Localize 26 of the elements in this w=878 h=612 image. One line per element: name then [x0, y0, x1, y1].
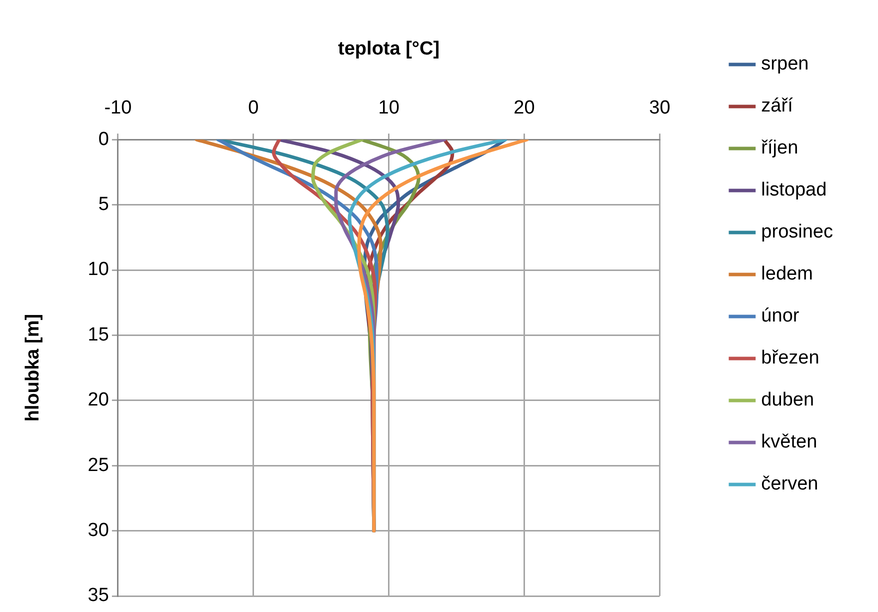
y-tick-label: 25: [88, 454, 109, 476]
y-tick-label: 0: [98, 128, 109, 150]
x-tick-label: 0: [248, 97, 259, 118]
legend-label: srpen: [761, 54, 809, 75]
legend-label: říjen: [761, 138, 798, 159]
y-tick-label: 10: [88, 259, 109, 280]
y-tick-label: 5: [98, 194, 109, 216]
legend-label: březen: [761, 348, 820, 369]
y-tick-label: 35: [88, 585, 109, 606]
legend-label: ledem: [761, 264, 813, 285]
legend-label: prosinec: [761, 222, 834, 243]
x-tick-label: 10: [378, 97, 400, 118]
legend-label: únor: [761, 306, 800, 327]
y-tick-label: 15: [88, 324, 109, 346]
x-tick-label: 20: [514, 97, 535, 118]
legend-label: září: [761, 96, 794, 117]
legend-label: listopad: [761, 180, 827, 201]
x-tick-label: -10: [104, 97, 132, 118]
legend-label: červen: [761, 474, 818, 495]
legend-label: duben: [761, 390, 814, 411]
x-axis-title: teplota [°C]: [338, 38, 440, 60]
y-axis-title: hloubka [m]: [22, 314, 44, 422]
y-tick-label: 20: [88, 390, 109, 411]
y-tick-label: 30: [88, 520, 109, 542]
legend-label: květen: [761, 432, 818, 453]
x-tick-label: 30: [649, 97, 670, 118]
